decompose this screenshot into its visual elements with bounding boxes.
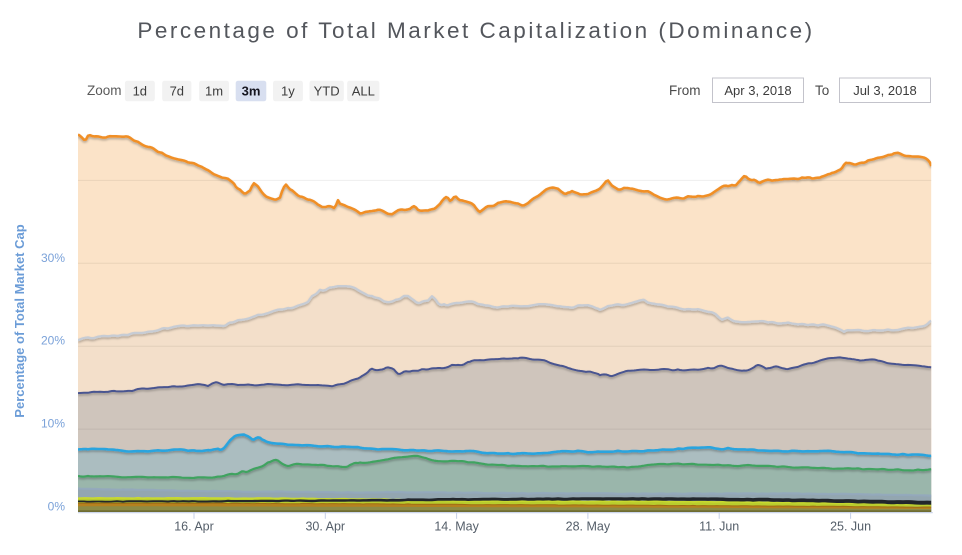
svg-text:1m: 1m	[205, 83, 223, 98]
svg-text:14. May: 14. May	[434, 520, 479, 534]
svg-text:1y: 1y	[281, 83, 295, 98]
svg-text:0%: 0%	[48, 499, 66, 513]
svg-text:1d: 1d	[133, 83, 147, 98]
svg-text:20%: 20%	[41, 334, 65, 348]
svg-text:Percentage of Total Market Cap: Percentage of Total Market Capitalizatio…	[137, 18, 814, 43]
svg-text:11. Jun: 11. Jun	[699, 520, 739, 534]
svg-text:10%: 10%	[41, 417, 65, 431]
svg-text:28. May: 28. May	[566, 520, 611, 534]
svg-text:30%: 30%	[41, 251, 65, 265]
svg-text:Jul 3, 2018: Jul 3, 2018	[853, 83, 917, 98]
svg-text:16. Apr: 16. Apr	[174, 520, 214, 534]
svg-text:Zoom: Zoom	[87, 83, 122, 98]
svg-text:Apr 3, 2018: Apr 3, 2018	[724, 83, 791, 98]
svg-text:30. Apr: 30. Apr	[305, 520, 345, 534]
svg-text:7d: 7d	[170, 83, 184, 98]
svg-text:3m: 3m	[242, 83, 261, 98]
svg-text:25. Jun: 25. Jun	[830, 520, 871, 534]
svg-text:ALL: ALL	[352, 83, 375, 98]
svg-text:Percentage of Total Market Cap: Percentage of Total Market Cap	[12, 224, 27, 417]
svg-text:To: To	[815, 83, 829, 98]
svg-text:From: From	[669, 83, 701, 98]
svg-text:YTD: YTD	[314, 83, 340, 98]
